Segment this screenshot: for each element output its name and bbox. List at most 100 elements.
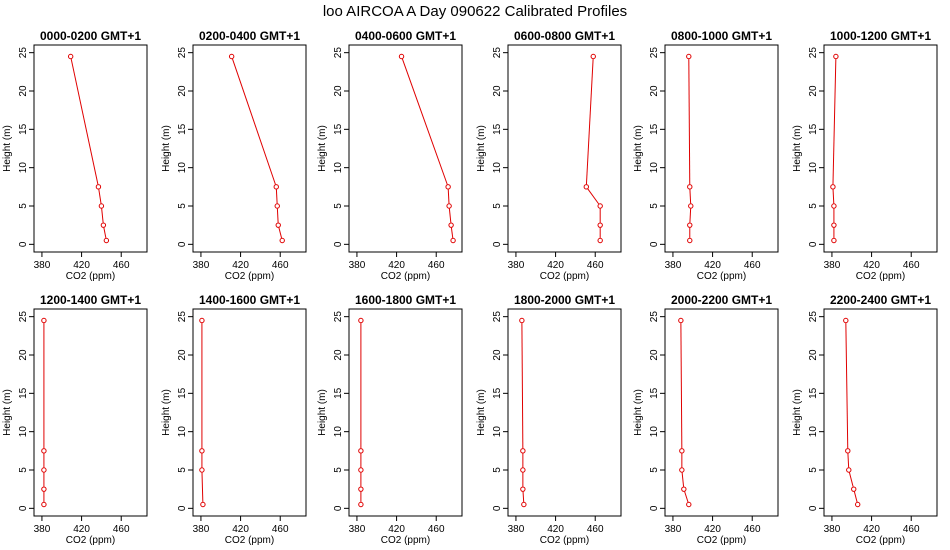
y-tick-label: 5 <box>18 203 29 209</box>
y-tick-label: 5 <box>333 203 344 209</box>
profile-point <box>687 237 693 244</box>
x-tick-label: 380 <box>349 524 366 535</box>
panel-4: 0600-0800 GMT+1 380 420 460 0 5 10 15 20 25 CO2 (p… <box>476 29 622 282</box>
y-axis-label: Height (m) <box>476 389 487 436</box>
panel-6: 1000-1200 GMT+1 380 420 460 0 5 10 15 20 25 CO2 (p… <box>792 29 938 282</box>
x-axis-label: CO2 (ppm) <box>66 271 115 282</box>
panel-title: 0000-0200 GMT+1 <box>40 29 141 43</box>
y-tick-label: 25 <box>18 47 29 59</box>
x-tick-label: 460 <box>903 524 920 535</box>
profile-segment <box>521 323 524 449</box>
y-axis-label: Height (m) <box>161 389 172 436</box>
x-tick-label: 420 <box>232 260 249 271</box>
x-axis-label: CO2 (ppm) <box>225 535 274 546</box>
profile-point <box>687 222 693 228</box>
profile-point <box>358 448 364 454</box>
panel-3: 0400-0600 GMT+1 380 420 460 0 5 10 15 20 25 CO2 (p… <box>317 29 463 282</box>
y-axis-label: Height (m) <box>633 389 644 436</box>
panel-title: 0800-1000 GMT+1 <box>671 29 772 43</box>
y-tick-label: 10 <box>492 426 503 438</box>
y-tick-label: 0 <box>492 241 503 247</box>
y-axis-label: Height (m) <box>792 389 803 436</box>
x-tick-label: 460 <box>587 260 604 271</box>
x-tick-label: 380 <box>349 260 366 271</box>
y-tick-label: 20 <box>333 349 344 361</box>
x-tick-label: 460 <box>113 260 130 271</box>
profile-point <box>679 448 685 454</box>
x-tick-label: 420 <box>388 524 405 535</box>
x-tick-label: 420 <box>547 524 564 535</box>
x-tick-label: 420 <box>73 524 90 535</box>
profile-segment <box>450 227 454 238</box>
profile-point <box>450 237 456 244</box>
x-axis-label: CO2 (ppm) <box>225 271 274 282</box>
y-tick-label: 0 <box>649 241 660 247</box>
x-tick-label: 420 <box>863 260 880 271</box>
panel-title: 0600-0800 GMT+1 <box>514 29 615 43</box>
y-tick-label: 25 <box>177 47 188 59</box>
plot-frame <box>823 308 938 517</box>
profile-segment <box>847 453 850 468</box>
panel-title: 1600-1800 GMT+1 <box>355 293 456 307</box>
x-axis-label: CO2 (ppm) <box>381 271 430 282</box>
profile-segment <box>848 472 854 487</box>
y-tick-label: 25 <box>177 311 188 323</box>
profile-point <box>199 317 205 324</box>
y-tick-label: 0 <box>808 505 819 511</box>
y-axis-label: Height (m) <box>317 125 328 172</box>
profile-point <box>833 53 839 60</box>
profile-point <box>520 448 526 454</box>
panel-7: 1200-1400 GMT+1 380 420 460 0 5 10 15 20 25 CO2 (p… <box>2 293 148 546</box>
y-axis-label: Height (m) <box>633 125 644 172</box>
y-tick-label: 25 <box>808 47 819 59</box>
profile-point <box>103 237 110 244</box>
profile-point <box>520 486 526 492</box>
y-tick-label: 0 <box>649 505 660 511</box>
x-tick-label: 460 <box>272 524 289 535</box>
profile-point <box>679 467 685 473</box>
profile-segment <box>689 189 692 204</box>
x-axis-label: CO2 (ppm) <box>66 535 115 546</box>
profile-point <box>358 317 364 324</box>
panel-12: 2200-2400 GMT+1 380 420 460 0 5 10 15 20 25 CO2 (p… <box>792 293 938 546</box>
profile-point <box>681 486 687 492</box>
y-tick-label: 15 <box>177 387 188 399</box>
profile-point <box>590 53 596 60</box>
y-tick-label: 15 <box>333 387 344 399</box>
profile-point <box>279 237 285 244</box>
y-axis-label: Height (m) <box>476 125 487 172</box>
y-tick-label: 10 <box>492 162 503 174</box>
profile-point <box>274 203 280 209</box>
y-tick-label: 5 <box>177 467 188 473</box>
profile-point <box>846 467 852 473</box>
profile-point <box>686 53 692 60</box>
x-axis-label: CO2 (ppm) <box>697 271 746 282</box>
profile-point <box>597 222 603 228</box>
profile-point <box>851 486 857 492</box>
profile-point <box>95 184 102 190</box>
profile-point <box>687 184 693 190</box>
panel-grid: 0000-0200 GMT+1 380 420 460 0 5 10 15 20 25 CO2 (p… <box>2 29 938 546</box>
y-axis-label: Height (m) <box>792 125 803 172</box>
profile-segment <box>853 491 858 503</box>
y-tick-label: 10 <box>333 426 344 438</box>
figure-title: loo AIRCOA A Day 090622 Calibrated Profi… <box>323 3 627 20</box>
x-axis-label: CO2 (ppm) <box>697 535 746 546</box>
y-tick-label: 25 <box>808 311 819 323</box>
x-tick-label: 420 <box>704 260 721 271</box>
profile-segment <box>832 189 835 204</box>
y-tick-label: 15 <box>18 123 29 135</box>
y-tick-label: 10 <box>18 426 29 438</box>
y-tick-label: 10 <box>18 162 29 174</box>
y-tick-label: 20 <box>18 349 29 361</box>
y-tick-label: 0 <box>333 505 344 511</box>
y-tick-label: 5 <box>649 467 660 473</box>
profile-point <box>688 203 694 209</box>
x-tick-label: 460 <box>113 524 130 535</box>
profile-point <box>519 317 525 324</box>
profile-point <box>597 237 603 244</box>
profile-point <box>98 203 105 209</box>
x-tick-label: 460 <box>428 524 445 535</box>
plot-frame <box>192 44 307 253</box>
